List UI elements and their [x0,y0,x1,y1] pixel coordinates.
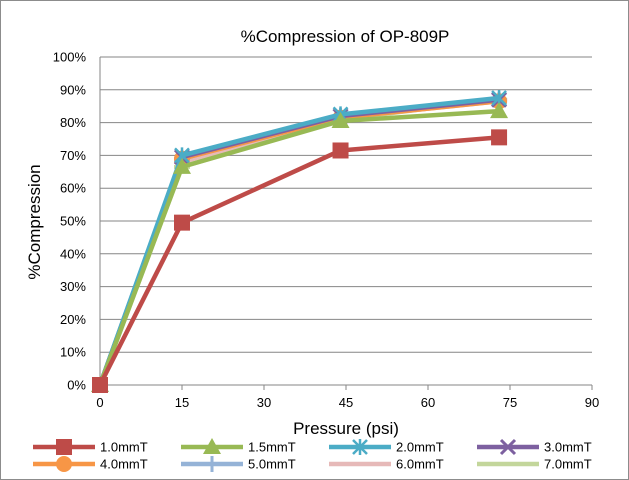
data-point [174,214,190,231]
chart-title: %Compression of OP-809P [241,27,450,46]
legend-marker [352,439,368,455]
y-tick-label: 70% [60,148,86,163]
data-point [92,377,108,393]
series-line [97,108,500,386]
legend-item-6.0mmT: 6.0mmT [329,457,444,472]
x-tick-label: 0 [96,395,103,410]
legend-marker [203,438,221,454]
legend-item-7.0mmT: 7.0mmT [477,457,592,472]
axes-layer: 0% 10% 20% 30% 40% 50% 60% 70% 80% 90% 100% 0 15 30 45… [53,50,599,411]
data-point [173,157,191,174]
y-axis-title: %Compression [25,164,44,279]
y-tick-label: 80% [60,115,86,130]
series-line [97,135,500,387]
y-tick-label: 50% [60,214,86,229]
legend-item-1.0mmT: 1.0mmT [33,439,148,455]
legend-item-1.5mmT: 1.5mmT [181,438,296,455]
legend-label: 3.0mmT [544,440,592,455]
legend-item-5.0mmT: 5.0mmT [181,456,296,472]
x-axis-title: Pressure (psi) [293,419,399,438]
legend-item-3.0mmT: 3.0mmT [477,438,592,456]
y-tick-label: 0% [67,378,86,393]
y-tick-label: 60% [60,181,86,196]
legend-marker [204,456,220,472]
legend-label: 1.0mmT [100,440,148,455]
data-point [490,102,509,119]
y-tick-label: 10% [60,345,86,360]
data-point [331,111,350,128]
legend-label: 7.0mmT [544,457,592,472]
x-tick-label: 75 [503,395,517,410]
x-tick-label: 30 [257,395,271,410]
x-tick-label: 60 [421,395,435,410]
legend: 1.0mmT 1.5mmT 2.0mmT 3.0mmT 4.0mmT 5.0mmT 6.0m… [33,438,592,472]
legend-label: 1.5mmT [248,440,296,455]
legend-label: 5.0mmT [248,457,296,472]
y-tick-label: 100% [53,50,87,65]
legend-item-4.0mmT: 4.0mmT [33,456,148,472]
legend-marker [499,438,517,456]
x-tick-label: 15 [175,395,189,410]
y-tick-label: 30% [60,279,86,294]
legend-item-2.0mmT: 2.0mmT [329,439,444,455]
legend-label: 4.0mmT [100,457,148,472]
data-point [491,129,508,146]
y-tick-label: 40% [60,246,86,261]
y-tick-label: 90% [60,82,86,97]
series-layer [91,90,509,394]
y-tick-label: 20% [60,312,86,327]
series-1.0mmT [92,129,508,393]
legend-marker [56,456,72,472]
x-tick-label: 90 [585,395,599,410]
legend-label: 6.0mmT [396,457,444,472]
legend-label: 2.0mmT [396,440,444,455]
x-tick-label: 45 [339,395,353,410]
legend-marker [56,439,72,455]
data-point [332,142,349,159]
